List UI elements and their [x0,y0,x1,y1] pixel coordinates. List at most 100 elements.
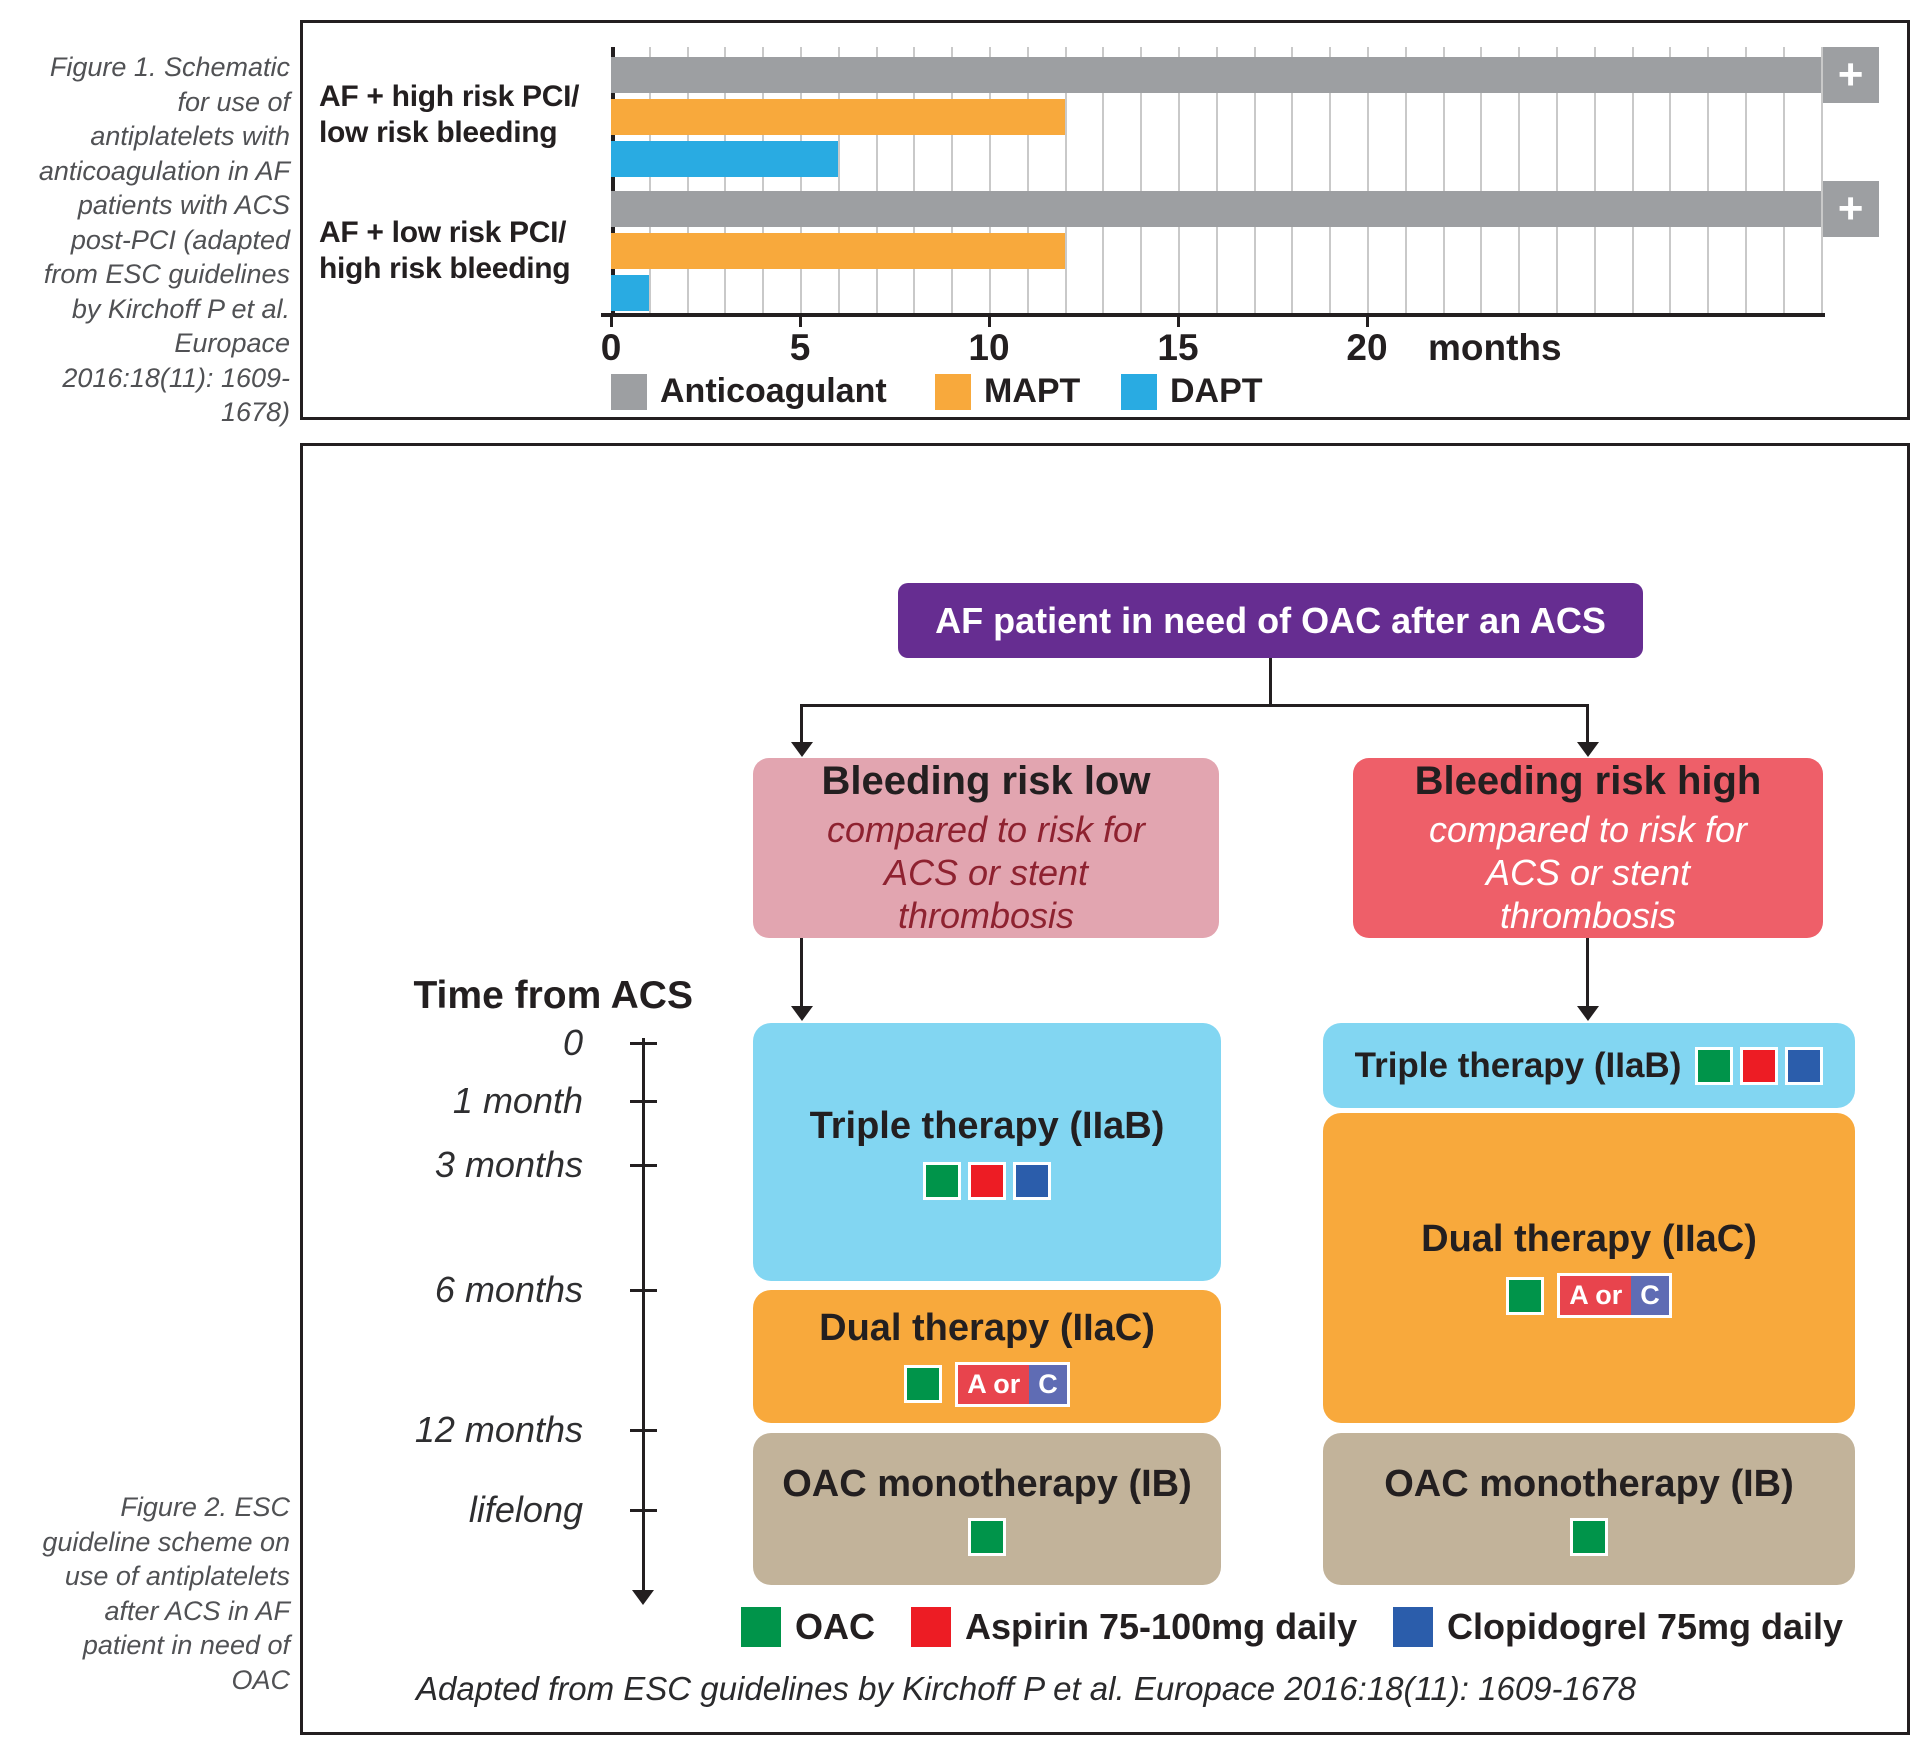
timeline-tick [630,1042,657,1045]
chart-legend-swatch-icon [611,373,647,410]
drug-legend-item-aspirin: Aspirin 75-100mg daily [911,1606,1357,1648]
gridline [1329,47,1332,313]
gridline [1140,47,1143,313]
aspirin-square-icon [1740,1046,1779,1085]
x-axis-tick-label: 5 [789,327,811,368]
drug-legend-label: Clopidogrel 75mg daily [1447,1606,1844,1647]
triple-high-drug-squares [1695,1046,1824,1085]
timeline-tick [630,1509,657,1512]
clopidogrel-square-icon [1785,1046,1824,1085]
gridline [1404,47,1407,313]
badge-aspirin-segment: A or [958,1364,1030,1404]
gridline [951,47,954,313]
risk-low-subtitle: compared to risk for ACS or stent thromb… [826,808,1146,937]
therapy-dual-high-title: Dual therapy (IIaC) [1421,1218,1757,1260]
gridline [1102,47,1105,313]
flow-root-label: AF patient in need of OAC after an ACS [935,599,1606,641]
therapy-dual-low: Dual therapy (IIaC) A or C [753,1290,1221,1423]
connector-left-drop [800,704,803,742]
row-label-line: low risk bleeding [319,116,558,149]
x-axis-tick [610,317,613,327]
bar-mapt-row1 [611,99,1065,135]
dual-low-drug-squares: A or C [904,1361,1070,1407]
gridline [1178,47,1180,313]
drug-legend-swatch-icon [741,1607,781,1647]
drug-legend-label: OAC [795,1606,875,1647]
oac-square-icon [1695,1046,1734,1085]
bar-dapt-row2 [611,275,649,311]
x-axis-tick-label: 20 [1346,327,1388,368]
drug-legend-item-oac: OAC [741,1606,875,1648]
chart-row-label-low-risk-pci: AF + low risk PCI/ high risk bleeding [319,215,571,287]
gridline [1707,47,1710,313]
figure1-caption: Figure 1. Schematic for use of antiplate… [38,52,290,428]
row-label-line: AF + high risk PCI/ [319,80,580,113]
bar-anticoagulant-row2 [611,191,1821,227]
timeline-tick [630,1289,657,1292]
therapy-dual-low-title: Dual therapy (IIaC) [819,1306,1155,1349]
connector-right-drop [1586,704,1589,742]
bar-dapt-row1 [611,141,838,177]
connector-low-to-triple [800,938,803,1006]
x-axis-tick [1366,317,1369,327]
therapy-mono-low-title: OAC monotherapy (IB) [782,1462,1192,1505]
gridline [1631,47,1634,313]
chart-row-label-high-risk-pci: AF + high risk PCI/ low risk bleeding [319,79,579,151]
gridline [1593,47,1596,313]
therapy-dual-high: Dual therapy (IIaC) A or C [1323,1113,1855,1423]
timeline-tick [630,1429,657,1432]
chart-legend-item-mapt: MAPT [935,372,1080,411]
flow-bleeding-risk-high: Bleeding risk high compared to risk for … [1353,758,1823,938]
gridline [1253,47,1256,313]
gridline [800,47,802,313]
y-axis-line [611,47,615,313]
x-axis-unit-label: months [1428,327,1562,368]
x-axis-tick [988,317,991,327]
badge-clopidogrel-segment: C [1631,1276,1669,1315]
x-axis-tick-label: 0 [600,327,622,368]
gridline [1480,47,1483,313]
gridline [1442,47,1445,313]
gridline [875,47,878,313]
oac-square-icon [923,1161,961,1200]
clopidogrel-square-icon [1013,1161,1051,1200]
timeline-title: Time from ACS [413,974,693,1017]
figure2-panel: AF patient in need of OAC after an ACS B… [300,443,1910,1735]
gridline [762,47,765,313]
therapy-triple-low-title: Triple therapy (IIaB) [809,1104,1165,1147]
timeline-tick-label: 1 month [452,1080,583,1121]
gridline [1518,47,1521,313]
gridline [1026,47,1029,313]
connector-high-to-triple [1586,938,1589,1006]
gridline [1291,47,1294,313]
badge-clopidogrel-segment: C [1029,1364,1067,1404]
x-axis-tick [1177,317,1180,327]
timeline-tick-label: lifelong [468,1489,583,1530]
x-axis-tick [799,317,802,327]
oac-square-icon [904,1365,943,1403]
chart-legend-label: Anticoagulant [660,372,887,410]
gridline [1782,47,1785,313]
oac-square-icon [1570,1517,1608,1556]
drug-legend-swatch-icon [1393,1607,1433,1647]
triple-low-drug-squares [923,1161,1051,1200]
chart-legend-label: DAPT [1170,372,1263,410]
therapy-mono-low: OAC monotherapy (IB) [753,1433,1221,1585]
therapy-mono-high-title: OAC monotherapy (IB) [1384,1462,1794,1505]
timeline-tick-label: 12 months [414,1409,583,1450]
bar-mapt-row2 [611,233,1065,269]
gridline [1820,47,1823,313]
timeline-tick-label: 6 months [434,1269,583,1310]
therapy-triple-low: Triple therapy (IIaB) [753,1023,1221,1281]
timeline-tick-label: 0 [562,1022,583,1063]
gridline [1064,47,1067,313]
therapy-triple-high-title: Triple therapy (IIaB) [1354,1045,1682,1085]
flow-root-node: AF patient in need of OAC after an ACS [898,583,1643,658]
chart-legend-item-anticoagulant: Anticoagulant [611,372,887,411]
flow-bleeding-risk-low: Bleeding risk low compared to risk for A… [753,758,1219,938]
timeline-arrowhead-icon [632,1590,654,1605]
x-axis-tick-label: 15 [1157,327,1199,368]
arrow-to-low-risk-icon [791,742,813,757]
chart-legend-swatch-icon [935,373,971,410]
